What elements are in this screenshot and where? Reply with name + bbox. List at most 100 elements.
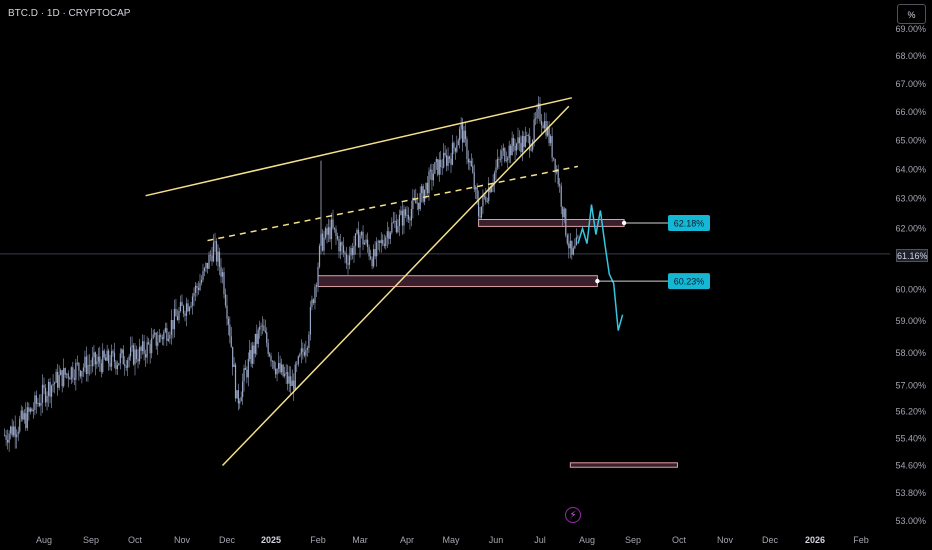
y-axis: 69.00% 68.00% 67.00% 66.00% 65.00% 64.00% 63.0… xyxy=(895,24,926,526)
candle xyxy=(493,170,496,193)
candle xyxy=(394,212,396,229)
candle xyxy=(542,122,544,129)
candle xyxy=(282,363,284,378)
candle xyxy=(236,390,238,399)
candle xyxy=(32,402,34,419)
candle xyxy=(37,397,39,407)
candle xyxy=(79,369,81,379)
candle xyxy=(563,207,565,224)
candle xyxy=(422,183,424,204)
candle xyxy=(338,235,340,259)
candle xyxy=(501,145,503,167)
y-tick-label: 53.00% xyxy=(895,516,926,526)
y-tick-label: 63.00% xyxy=(895,194,926,204)
candle xyxy=(72,361,74,383)
candle xyxy=(40,394,42,416)
candle xyxy=(208,251,210,270)
candle xyxy=(529,128,531,158)
level-label-1[interactable]: 62.18% xyxy=(668,214,710,231)
y-tick-label: 66.00% xyxy=(895,107,926,117)
candle xyxy=(22,406,24,422)
candle xyxy=(457,138,459,146)
candle xyxy=(116,360,118,375)
candle xyxy=(302,342,304,360)
candle xyxy=(354,233,357,255)
candle xyxy=(377,239,379,250)
candle xyxy=(279,355,281,374)
candle xyxy=(260,322,262,336)
lightning-icon[interactable]: ⚡ xyxy=(565,507,581,523)
trendline-3[interactable] xyxy=(207,165,579,242)
candle xyxy=(356,227,358,235)
candle xyxy=(333,227,336,233)
level-label-2[interactable]: 60.23% xyxy=(668,273,710,290)
candle xyxy=(504,147,506,163)
candle xyxy=(52,374,54,393)
candle xyxy=(261,316,264,335)
candle xyxy=(447,147,449,171)
y-tick-label: 55.40% xyxy=(895,433,926,443)
x-tick-label: Feb xyxy=(310,535,326,545)
x-tick-label: Nov xyxy=(174,535,191,545)
candle xyxy=(70,366,72,385)
candle xyxy=(520,135,522,157)
candle xyxy=(569,232,571,259)
candles xyxy=(3,96,579,452)
candle xyxy=(145,349,147,367)
candle xyxy=(60,368,62,376)
candle xyxy=(100,359,102,378)
candle xyxy=(330,212,333,250)
svg-text:60.23%: 60.23% xyxy=(674,277,705,287)
percent-scale-button[interactable]: % xyxy=(897,4,926,24)
candle xyxy=(507,155,509,169)
candle xyxy=(363,239,366,245)
candle xyxy=(191,293,194,315)
candle xyxy=(317,262,319,293)
candle xyxy=(318,243,321,269)
x-tick-label: 2025 xyxy=(261,535,281,545)
candle xyxy=(560,182,562,215)
candle xyxy=(212,234,215,263)
zone-3[interactable] xyxy=(569,462,678,468)
candle xyxy=(294,361,296,391)
candle xyxy=(277,352,280,374)
candle xyxy=(175,298,177,317)
candle xyxy=(348,246,351,270)
candle xyxy=(568,233,570,259)
candle xyxy=(305,340,307,364)
candle xyxy=(187,299,189,313)
candle xyxy=(472,158,474,174)
candle xyxy=(132,343,135,366)
candle xyxy=(345,246,348,270)
candle xyxy=(389,230,391,244)
candle xyxy=(327,218,330,243)
candle xyxy=(26,401,28,431)
candle xyxy=(184,310,186,322)
candle xyxy=(264,319,266,334)
candle xyxy=(421,183,423,203)
candle xyxy=(82,363,85,378)
trendline-1[interactable] xyxy=(145,97,573,197)
candle xyxy=(214,232,216,253)
candle xyxy=(138,338,141,365)
projection-path[interactable] xyxy=(577,204,624,331)
candle xyxy=(268,352,271,358)
candle xyxy=(357,221,360,248)
x-tick-label: Sep xyxy=(83,535,99,545)
candle xyxy=(244,360,247,371)
candle xyxy=(284,366,286,379)
candle xyxy=(242,373,244,406)
candle xyxy=(537,96,540,119)
trendline-2[interactable] xyxy=(221,105,570,467)
candle xyxy=(527,133,529,144)
candle xyxy=(429,164,432,180)
zone-2[interactable] xyxy=(317,275,598,288)
x-tick-label: Aug xyxy=(36,535,52,545)
candle xyxy=(574,238,576,250)
candle xyxy=(339,234,342,260)
candle xyxy=(400,206,402,216)
candle xyxy=(441,158,443,176)
candle xyxy=(23,409,25,424)
candle xyxy=(543,112,546,133)
